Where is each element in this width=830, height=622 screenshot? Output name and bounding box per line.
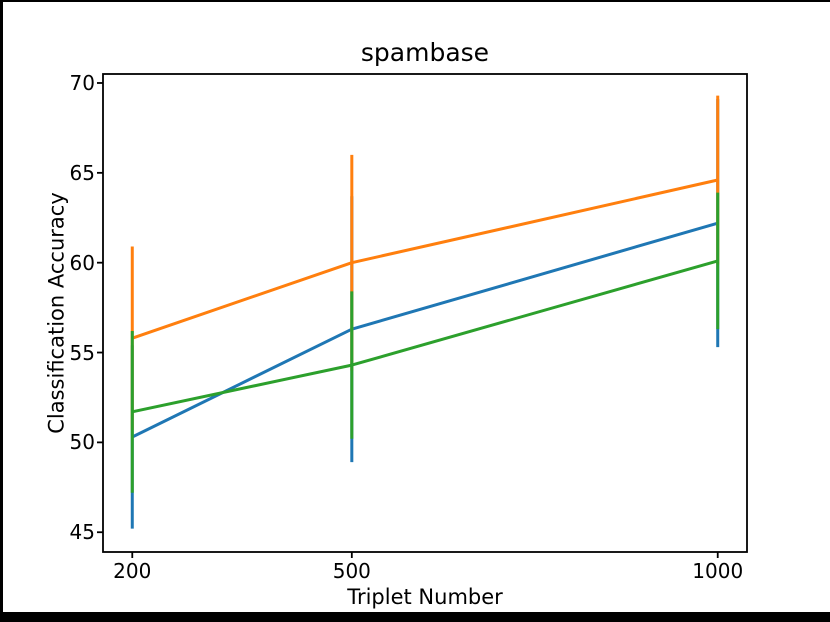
y-tick-label: 50 xyxy=(69,430,95,455)
series-blue-line xyxy=(131,221,719,439)
figure-border-bottom xyxy=(0,612,830,622)
x-tick-label: 200 xyxy=(113,559,152,583)
y-tick-label: 55 xyxy=(69,340,95,365)
figure-border-left xyxy=(0,0,3,622)
x-axis-label: Triplet Number xyxy=(347,585,503,609)
y-tick-label: 65 xyxy=(69,160,95,185)
axes-box xyxy=(102,73,748,553)
y-tick-label: 60 xyxy=(69,250,95,275)
figure-border-top xyxy=(0,0,830,2)
y-tick-label: 70 xyxy=(69,70,95,95)
y-tick-label: 45 xyxy=(69,520,95,545)
x-tick-label: 1000 xyxy=(692,559,744,583)
chart-title: spambase xyxy=(360,38,490,67)
x-tick-label: 500 xyxy=(332,559,371,583)
series-green-line xyxy=(131,259,719,414)
series-orange-line xyxy=(131,178,719,340)
y-axis-label: Classification Accuracy xyxy=(44,192,69,434)
